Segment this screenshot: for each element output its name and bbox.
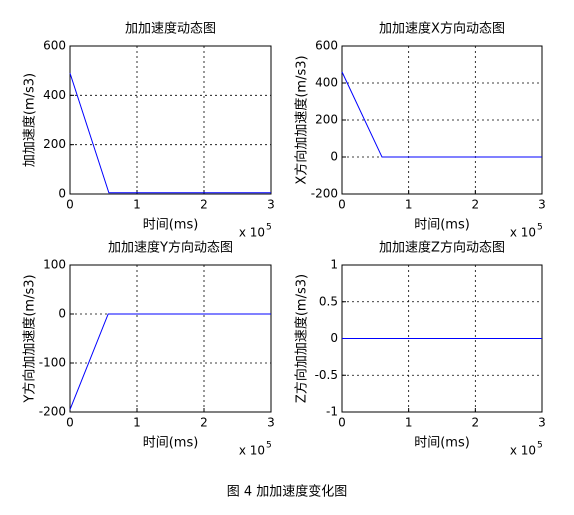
subplot-title: 加加速度Y方向动态图 (108, 240, 233, 256)
caption: 图 4 加加速度变化图 (227, 484, 348, 500)
data-line (341, 71, 542, 158)
y-tick-label: -200 (311, 187, 338, 201)
x-tick-label: 2 (472, 198, 480, 212)
x-tick-label: 3 (538, 416, 546, 430)
y-tick-label: -200 (39, 405, 66, 419)
data-line (69, 72, 271, 194)
x-tick-label: 1 (405, 416, 413, 430)
y-tick-label: 0 (58, 187, 66, 201)
x-scale-label: x 10 (510, 226, 536, 240)
x-tick-label: 3 (538, 198, 546, 212)
x-tick-label: 0 (66, 416, 74, 430)
subplot-title: 加加速度Z方向动态图 (379, 240, 505, 256)
y-tick-label: 0 (330, 150, 338, 164)
y-tick-label: -0.5 (315, 368, 338, 382)
x-axis-label: 时间(ms) (414, 436, 470, 451)
y-tick-label: 0.5 (319, 294, 338, 308)
y-tick-label: 600 (43, 39, 66, 53)
x-tick-label: 3 (267, 198, 275, 212)
subplot-title: 加加速度动态图 (125, 21, 216, 37)
x-scale-label: x 10 (239, 226, 265, 240)
y-tick-label: 100 (43, 258, 66, 272)
y-tick-label: 1 (330, 258, 338, 272)
x-tick-label: 0 (338, 416, 346, 430)
x-axis-label: 时间(ms) (414, 218, 470, 233)
y-tick-label: -1 (326, 405, 338, 419)
x-tick-label: 2 (472, 416, 480, 430)
y-tick-label: 400 (315, 76, 338, 90)
y-axis-label: 加加速度(m/s3) (22, 73, 38, 167)
y-axis-label: Y方向加加速度(m/s3) (22, 274, 38, 403)
axes-frame (69, 264, 272, 413)
y-tick-label: 200 (315, 113, 338, 127)
y-tick-label: 600 (315, 39, 338, 53)
x-scale-exponent: 5 (266, 441, 272, 451)
y-axis-label: Z方向加加速度(m/s3) (294, 274, 310, 403)
subplot-title: 加加速度X方向动态图 (379, 21, 505, 37)
data-line (69, 313, 271, 410)
x-scale-label: x 10 (510, 444, 536, 458)
y-tick-label: -100 (39, 356, 66, 370)
y-tick-label: 0 (330, 331, 338, 345)
y-tick-label: 200 (43, 137, 66, 151)
y-axis-label: X方向加加速度(m/s3) (294, 55, 310, 184)
y-tick-label: 400 (43, 88, 66, 102)
x-axis-label: 时间(ms) (143, 218, 199, 233)
x-scale-exponent: 5 (537, 223, 543, 233)
x-tick-label: 1 (133, 416, 141, 430)
axes-background (70, 46, 271, 194)
x-scale-exponent: 5 (537, 441, 543, 451)
y-tick-label: 0 (58, 307, 66, 321)
x-scale-exponent: 5 (266, 223, 272, 233)
x-axis-label: 时间(ms) (143, 436, 199, 451)
axes-frame (341, 45, 543, 195)
x-tick-label: 2 (200, 198, 208, 212)
x-tick-label: 3 (267, 416, 275, 430)
axes-frame (69, 45, 272, 195)
axes-background (70, 265, 271, 412)
x-tick-label: 1 (405, 198, 413, 212)
x-tick-label: 0 (338, 198, 346, 212)
x-tick-label: 0 (66, 198, 74, 212)
x-tick-label: 2 (200, 416, 208, 430)
x-scale-label: x 10 (239, 444, 265, 458)
x-tick-label: 1 (133, 198, 141, 212)
